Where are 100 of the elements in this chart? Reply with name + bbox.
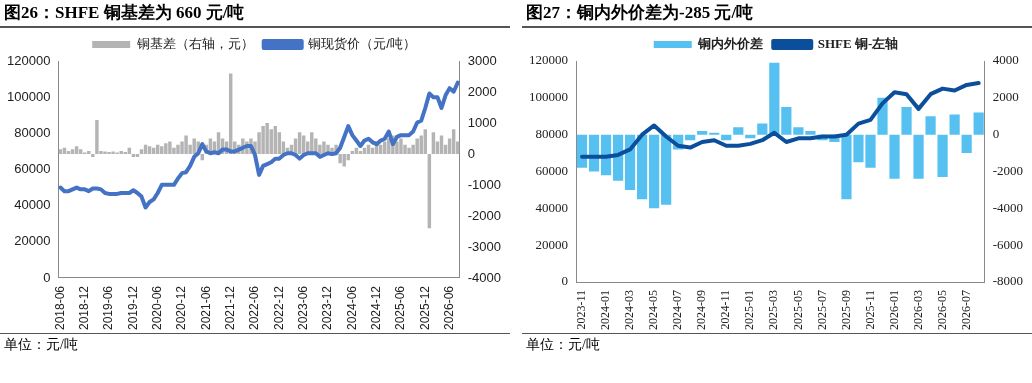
- x-tick-label: 2026-03: [910, 290, 925, 330]
- bar: [322, 141, 326, 154]
- y-tick-label: 40000: [535, 199, 568, 215]
- bar: [184, 135, 188, 154]
- bar: [757, 123, 768, 135]
- x-tick-label: 2018-12: [77, 285, 92, 331]
- legend-label: 铜内外价差: [697, 35, 764, 51]
- x-tick-label: 2025-03: [766, 290, 781, 330]
- y2-tick-label: 0: [992, 126, 1000, 142]
- x-tick-label: 2025-12: [417, 285, 432, 331]
- bar: [637, 134, 648, 200]
- y2-tick-label: -2000: [992, 162, 1024, 178]
- y-tick-label: 100000: [529, 89, 568, 105]
- y-tick-label: 120000: [529, 52, 568, 68]
- bar: [192, 138, 196, 154]
- bar: [961, 134, 972, 154]
- x-tick-label: 2025-05: [790, 290, 805, 330]
- y2-tick-label: -4000: [992, 199, 1024, 215]
- y-tick-label: 20000: [14, 233, 51, 249]
- x-tick-label: 2018-06: [52, 285, 67, 331]
- bar: [793, 127, 804, 135]
- y-tick-label: 60000: [14, 161, 51, 177]
- x-tick-label: 2024-05: [646, 290, 661, 330]
- x-tick-label: 2023-11: [574, 290, 589, 330]
- y2-tick-label: -4000: [467, 269, 501, 285]
- bar: [342, 153, 346, 167]
- bar: [338, 153, 342, 164]
- x-tick-label: 2024-07: [670, 290, 685, 330]
- bar: [781, 107, 792, 135]
- y2-tick-label: 3000: [467, 52, 497, 68]
- bar: [58, 149, 63, 154]
- y2-tick-label: 1000: [467, 114, 497, 130]
- bar: [889, 134, 900, 179]
- x-tick-label: 2024-09: [694, 290, 709, 330]
- text: 单位：元/吨: [522, 333, 1032, 356]
- x-tick-label: 2020-12: [174, 285, 189, 331]
- bar: [87, 150, 91, 154]
- text: 单位：元/吨: [0, 333, 510, 356]
- bar: [805, 130, 816, 135]
- x-tick-label: 2024-11: [718, 290, 733, 330]
- bar: [176, 144, 180, 154]
- y2-tick-label: -3000: [467, 238, 501, 254]
- bar: [925, 116, 936, 135]
- x-tick-label: 2026-01: [886, 290, 901, 330]
- bar: [769, 62, 780, 135]
- bar: [949, 114, 960, 135]
- bar: [901, 107, 912, 135]
- bar: [70, 149, 75, 154]
- chart-title: 图26：SHFE 铜基差为 660 元/吨: [0, 0, 510, 28]
- x-tick-label: 2020-06: [150, 285, 165, 331]
- bar: [265, 122, 269, 154]
- bar: [91, 153, 95, 158]
- bar: [95, 119, 99, 154]
- y-tick-label: 80000: [535, 126, 568, 142]
- y-tick-label: 0: [43, 269, 51, 285]
- x-tick-label: 2019-06: [101, 285, 116, 331]
- x-tick-label: 2019-12: [125, 285, 140, 331]
- y-tick-label: 120000: [6, 52, 51, 68]
- x-tick-label: 2023-06: [295, 285, 310, 331]
- x-tick-label: 2024-12: [368, 285, 383, 331]
- y-tick-label: 60000: [535, 162, 568, 178]
- y2-tick-label: 2000: [992, 89, 1019, 105]
- x-tick-label: 2022-12: [271, 285, 286, 331]
- x-tick-label: 2026-07: [958, 290, 973, 330]
- y2-tick-label: 0: [467, 145, 475, 161]
- x-tick-label: 2023-12: [320, 285, 335, 331]
- bar: [661, 134, 672, 205]
- legend-label: 铜基差（右轴，元）: [135, 36, 254, 52]
- x-tick-label: 2025-11: [862, 290, 877, 330]
- x-tick-label: 2025-06: [393, 285, 408, 331]
- bar: [937, 134, 948, 178]
- x-tick-label: 2022-06: [247, 285, 262, 331]
- bar: [119, 150, 123, 154]
- y2-tick-label: -1000: [467, 176, 501, 192]
- bar: [261, 126, 265, 154]
- bar: [913, 134, 924, 179]
- y-tick-label: 20000: [535, 236, 568, 252]
- bar: [973, 112, 984, 135]
- bar: [164, 143, 168, 154]
- y2-tick-label: -8000: [992, 273, 1024, 289]
- chart-title: 图27：铜内外价差为-285 元/吨: [522, 0, 1032, 28]
- bar: [415, 138, 419, 154]
- legend-label: SHFE 铜-左轴: [817, 35, 899, 51]
- y2-tick-label: -6000: [992, 236, 1024, 252]
- x-tick-label: 2024-06: [344, 285, 359, 331]
- y-tick-label: 80000: [14, 124, 51, 140]
- x-tick-label: 2025-09: [838, 290, 853, 330]
- y2-tick-label: 4000: [992, 52, 1019, 68]
- bar: [649, 134, 660, 209]
- bar: [399, 138, 403, 154]
- y-tick-label: 0: [561, 273, 568, 289]
- x-tick-label: 2021-12: [223, 285, 237, 331]
- y-tick-label: 100000: [6, 88, 51, 104]
- x-tick-label: 2024-01: [598, 290, 613, 330]
- y-tick-label: 40000: [14, 197, 51, 213]
- x-tick-label: 2025-07: [814, 290, 829, 330]
- x-tick-label: 2024-03: [622, 290, 637, 330]
- y2-tick-label: -2000: [467, 207, 501, 223]
- bar: [168, 141, 172, 154]
- x-tick-label: 2025-01: [742, 290, 757, 330]
